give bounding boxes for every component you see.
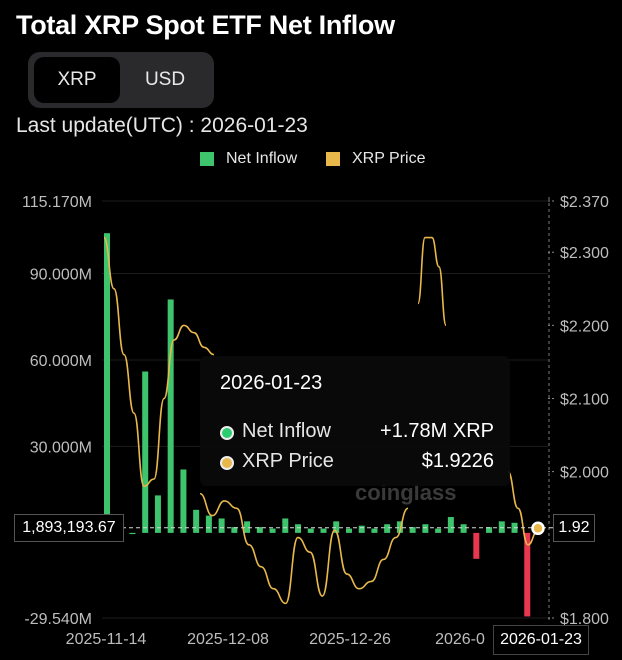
- legend-xrp-price-swatch: [326, 152, 340, 166]
- x-axis-tick: 2025-12-26: [309, 631, 391, 648]
- net-inflow-bar: [524, 532, 531, 617]
- net-inflow-bar: [142, 371, 149, 533]
- net-inflow-bar: [193, 509, 200, 533]
- net-inflow-bar: [180, 469, 187, 533]
- legend-xrp-price[interactable]: XRP Price: [326, 150, 426, 168]
- net-inflow-bar: [282, 518, 289, 533]
- net-inflow-bar: [129, 532, 136, 535]
- net-inflow-bar: [447, 517, 454, 533]
- toggle-xrp-button[interactable]: XRP: [34, 57, 120, 103]
- crosshair-right-label: 1.92: [553, 514, 595, 542]
- right-axis-tick: $2.200: [560, 318, 609, 335]
- left-axis-tick: 30.000M: [30, 439, 92, 456]
- tooltip-row-xrp-price: XRP Price $1.9226: [218, 450, 494, 476]
- legend-xrp-price-label: XRP Price: [352, 150, 426, 167]
- xrp-price-line: [507, 470, 539, 546]
- tooltip-xrp-price-label: XRP Price: [242, 450, 334, 472]
- net-inflow-bar: [498, 521, 505, 533]
- net-inflow-bar: [295, 524, 302, 533]
- xrp-price-line: [103, 236, 215, 488]
- chart-legend: Net Inflow XRP Price: [0, 150, 622, 172]
- right-axis-tick: $2.370: [560, 194, 609, 211]
- net-inflow-bar: [358, 525, 365, 533]
- net-inflow-bar: [371, 528, 378, 533]
- tooltip-xrp-price-value: $1.9226: [421, 450, 494, 472]
- left-axis-tick: 60.000M: [30, 353, 92, 370]
- right-axis-tick: $2.000: [560, 465, 609, 482]
- legend-net-inflow-swatch: [200, 152, 214, 166]
- net-inflow-bar: [104, 233, 110, 533]
- net-inflow-bar: [218, 518, 225, 533]
- net-inflow-bar: [244, 521, 251, 533]
- right-axis-tick: $2.300: [560, 245, 609, 262]
- crosshair-left-label: 1,893,193.67: [14, 514, 124, 542]
- xrp-price-dot-icon: [220, 456, 234, 470]
- tooltip-row-net-inflow: Net Inflow +1.78M XRP: [218, 420, 494, 446]
- right-axis-tick: $2.100: [560, 392, 609, 409]
- left-axis-tick: -29.540M: [24, 611, 92, 628]
- xrp-price-line: [199, 492, 409, 605]
- crosshair-date-label: 2026-01-23: [493, 625, 589, 655]
- toggle-usd-button[interactable]: USD: [144, 69, 186, 90]
- left-axis-tick: 115.170M: [22, 194, 92, 211]
- net-inflow-bar: [333, 521, 340, 533]
- net-inflow-bar: [269, 528, 276, 533]
- net-inflow-bar: [307, 528, 314, 533]
- page-title: Total XRP Spot ETF Net Inflow: [16, 10, 395, 40]
- net-inflow-bar: [473, 532, 480, 559]
- crosshair-price-marker: [531, 521, 545, 536]
- net-inflow-bar: [205, 515, 212, 533]
- net-inflow-bar: [345, 528, 352, 533]
- x-axis-tick: 2025-11-14: [66, 631, 147, 648]
- net-inflow-bar: [460, 524, 467, 533]
- x-axis-tick: 2026-0: [435, 631, 485, 648]
- net-inflow-bar: [435, 528, 442, 533]
- net-inflow-bar: [409, 527, 416, 533]
- net-inflow-bar: [384, 524, 391, 533]
- tooltip-date: 2026-01-23: [220, 372, 323, 394]
- tooltip-net-inflow-value: +1.78M XRP: [380, 420, 494, 442]
- net-inflow-bar: [256, 527, 263, 533]
- tooltip-net-inflow-label: Net Inflow: [242, 420, 331, 442]
- net-inflow-bar: [154, 495, 161, 533]
- xrp-price-line: [417, 236, 447, 327]
- unit-toggle: XRP USD: [28, 52, 214, 108]
- x-axis-tick: 2025-12-08: [187, 631, 269, 648]
- last-update-text: Last update(UTC) : 2026-01-23: [16, 114, 308, 137]
- xrp-price-lines: [103, 236, 539, 605]
- net-inflow-bar: [231, 527, 238, 533]
- right-axis-tick: $1.800: [560, 611, 609, 628]
- net-inflow-dot-icon: [220, 426, 234, 440]
- net-inflow-bar: [422, 524, 429, 533]
- net-inflow-bar: [320, 528, 327, 533]
- net-inflow-bar: [167, 299, 174, 533]
- legend-net-inflow-label: Net Inflow: [226, 150, 298, 167]
- left-axis-tick: 90.000M: [30, 267, 92, 284]
- legend-net-inflow[interactable]: Net Inflow: [200, 150, 297, 168]
- net-inflow-bar: [396, 521, 403, 533]
- chart-axes: 115.170M 90.000M 60.000M 30.000M -29.540M $2.…: [22, 194, 609, 648]
- net-inflow-bar: [486, 527, 493, 533]
- tooltip: 2026-01-23 Net Inflow +1.78M XRP XRP Pri…: [200, 356, 510, 486]
